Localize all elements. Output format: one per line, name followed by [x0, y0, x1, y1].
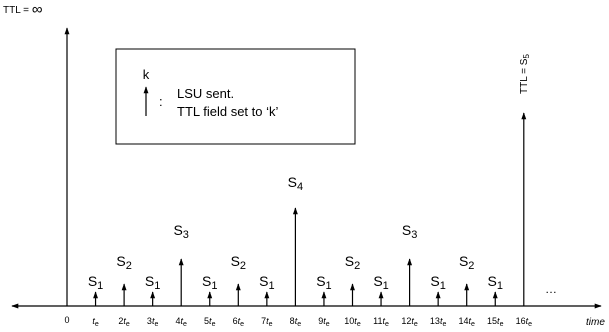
tick-label: 6te: [233, 316, 245, 328]
axis-time-label: time: [586, 317, 605, 328]
tick-labels: te 2te 3te 4te 5te 6te 7te 8te 9te 10te 11te 12te 13…: [92, 316, 532, 328]
axis-ellipsis: …: [545, 282, 557, 296]
tick-label: 16te: [516, 316, 533, 328]
ttl-value-label: S1: [316, 273, 331, 292]
ttl-final-label: TTL = S5: [519, 54, 531, 94]
tick-label: 5te: [204, 316, 216, 328]
ttl-value-label: S4: [288, 174, 303, 193]
tick-label: te: [92, 316, 99, 328]
tick-label: 14te: [458, 316, 475, 328]
tick-label: 10te: [344, 316, 361, 328]
ttl-value-label: S2: [231, 253, 246, 272]
legend-line-2: TTL field set to ‘k’: [177, 104, 278, 119]
ttl-value-label: S1: [202, 273, 217, 292]
tick-label: 12te: [401, 316, 418, 328]
ttl-value-label: S2: [116, 253, 131, 272]
legend-line-1: LSU sent.: [177, 86, 234, 101]
ttl-value-label: S1: [373, 273, 388, 292]
tick-label: 11te: [373, 316, 389, 328]
legend-frame: [115, 48, 356, 145]
ttl-value-label: S3: [173, 222, 188, 241]
legend-colon: :: [159, 94, 163, 109]
ttl-value-labels: S1 S2 S1 S3 S1 S2 S1 S4 S1 S2 S1 S3 S1 S2 S1 TTL = S5: [88, 54, 531, 292]
tick-label: 2te: [118, 316, 130, 328]
axis-origin-label: 0: [64, 315, 69, 325]
legend-k-label: k: [143, 67, 150, 82]
ttl-value-label: S1: [145, 273, 160, 292]
tick-label: 9te: [318, 316, 330, 328]
ttl-value-label: S3: [402, 222, 417, 241]
legend-box: k : LSU sent. TTL field set to ‘k’: [115, 48, 356, 145]
tick-label: 8te: [290, 316, 302, 328]
ttl-value-label: S1: [259, 273, 274, 292]
tick-label: 15te: [487, 316, 504, 328]
tick-label: 4te: [175, 316, 187, 328]
tick-label: 13te: [430, 316, 447, 328]
ttl-value-label: S1: [88, 273, 103, 292]
ttl-value-label: S2: [345, 253, 360, 272]
ttl-infinity-label: TTL = ∞: [3, 1, 43, 18]
lsu-arrows: [93, 112, 527, 306]
ttl-value-label: S1: [430, 273, 445, 292]
tick-label: 7te: [261, 316, 273, 328]
ttl-value-label: S2: [459, 253, 474, 272]
tick-label: 3te: [147, 316, 159, 328]
ttl-value-label: S1: [488, 273, 503, 292]
